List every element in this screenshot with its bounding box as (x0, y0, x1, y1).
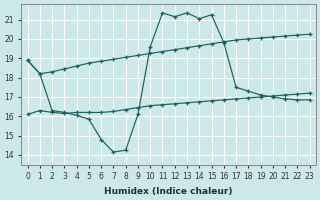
X-axis label: Humidex (Indice chaleur): Humidex (Indice chaleur) (104, 187, 233, 196)
